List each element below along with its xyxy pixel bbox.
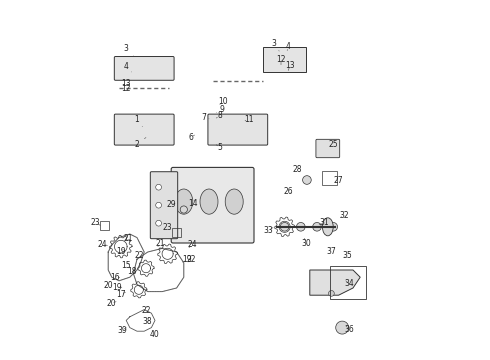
- Circle shape: [156, 220, 162, 226]
- Text: 30: 30: [301, 238, 311, 248]
- Text: 22: 22: [134, 251, 144, 260]
- FancyBboxPatch shape: [114, 57, 174, 80]
- Bar: [100, 220, 109, 230]
- Text: 31: 31: [319, 218, 329, 227]
- Text: 29: 29: [167, 200, 176, 209]
- Circle shape: [303, 176, 311, 184]
- Bar: [330, 266, 366, 299]
- Text: 21: 21: [123, 234, 133, 243]
- FancyBboxPatch shape: [208, 114, 268, 145]
- Text: 23: 23: [163, 223, 172, 232]
- Text: 12: 12: [276, 55, 286, 65]
- Bar: [263, 47, 306, 72]
- Text: 40: 40: [149, 330, 159, 338]
- Circle shape: [180, 206, 187, 213]
- Text: 22: 22: [141, 306, 151, 315]
- Text: 12: 12: [122, 85, 131, 94]
- FancyBboxPatch shape: [171, 167, 254, 243]
- Bar: [322, 171, 337, 185]
- Text: 10: 10: [219, 97, 228, 106]
- Ellipse shape: [225, 189, 243, 214]
- Text: 1: 1: [135, 115, 143, 127]
- Text: 4: 4: [124, 62, 132, 72]
- Text: 11: 11: [244, 115, 253, 124]
- Circle shape: [329, 222, 338, 231]
- Ellipse shape: [200, 189, 218, 214]
- Circle shape: [156, 184, 162, 190]
- Text: 28: 28: [293, 166, 302, 175]
- Text: 35: 35: [343, 251, 352, 260]
- Text: 6: 6: [189, 133, 195, 142]
- Text: 21: 21: [156, 239, 165, 248]
- Text: 19: 19: [116, 248, 125, 256]
- FancyBboxPatch shape: [150, 172, 178, 239]
- Text: 5: 5: [216, 143, 222, 152]
- Ellipse shape: [322, 218, 333, 236]
- Text: 36: 36: [344, 325, 354, 334]
- Text: 13: 13: [285, 61, 295, 71]
- Text: 37: 37: [326, 247, 336, 256]
- Text: 9: 9: [216, 105, 224, 114]
- Text: 39: 39: [117, 326, 127, 335]
- Text: 17: 17: [116, 290, 125, 299]
- Text: 7: 7: [201, 112, 209, 122]
- Text: 33: 33: [264, 226, 273, 235]
- Text: 34: 34: [344, 279, 354, 288]
- Circle shape: [280, 222, 289, 231]
- Text: 20: 20: [106, 299, 116, 307]
- Text: 18: 18: [127, 267, 136, 276]
- Text: 22: 22: [186, 256, 196, 264]
- FancyBboxPatch shape: [316, 139, 340, 158]
- Text: 25: 25: [328, 140, 338, 149]
- Text: 4: 4: [286, 42, 291, 51]
- Text: 3: 3: [124, 44, 133, 56]
- Text: 26: 26: [283, 187, 293, 196]
- Polygon shape: [310, 270, 360, 295]
- Text: 16: 16: [111, 274, 120, 282]
- Text: 24: 24: [188, 240, 197, 249]
- Text: 8: 8: [216, 112, 222, 120]
- Text: 3: 3: [271, 39, 279, 51]
- Text: 27: 27: [334, 176, 343, 185]
- Circle shape: [296, 222, 305, 231]
- Circle shape: [336, 321, 349, 334]
- Text: 19: 19: [112, 284, 122, 292]
- Text: 19: 19: [182, 256, 192, 264]
- Text: 13: 13: [122, 79, 131, 88]
- Bar: [172, 228, 181, 237]
- Text: 23: 23: [91, 218, 100, 227]
- Text: 32: 32: [339, 211, 349, 220]
- Circle shape: [313, 222, 321, 231]
- Text: 15: 15: [122, 261, 131, 270]
- Text: 38: 38: [142, 317, 152, 325]
- Text: 2: 2: [135, 138, 146, 149]
- Text: 14: 14: [188, 199, 197, 208]
- Circle shape: [328, 291, 334, 296]
- FancyBboxPatch shape: [114, 114, 174, 145]
- Text: 24: 24: [98, 240, 108, 248]
- Text: 20: 20: [103, 281, 113, 289]
- Ellipse shape: [175, 189, 193, 214]
- Circle shape: [156, 202, 162, 208]
